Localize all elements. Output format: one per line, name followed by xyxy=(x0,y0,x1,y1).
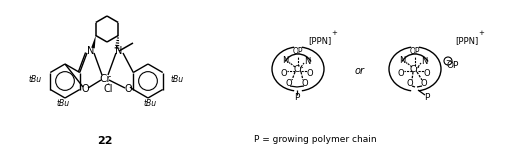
Text: O: O xyxy=(407,79,413,87)
Polygon shape xyxy=(91,35,96,48)
Text: Cr: Cr xyxy=(293,64,303,74)
Text: N: N xyxy=(304,56,310,66)
Text: tBu: tBu xyxy=(56,98,69,108)
Text: P: P xyxy=(295,93,300,103)
Text: O: O xyxy=(281,69,287,77)
Text: −: − xyxy=(445,58,451,64)
Text: N: N xyxy=(421,56,427,66)
Text: O: O xyxy=(398,69,404,77)
Text: OP: OP xyxy=(410,47,420,56)
Text: N: N xyxy=(87,46,95,56)
Text: O: O xyxy=(286,79,292,87)
Text: tBu: tBu xyxy=(171,74,184,84)
Text: P = growing polymer chain: P = growing polymer chain xyxy=(254,135,376,143)
Text: O: O xyxy=(81,84,89,94)
Text: N,: N, xyxy=(282,56,291,66)
Text: or: or xyxy=(355,66,365,76)
Text: +: + xyxy=(331,30,337,36)
Text: O: O xyxy=(124,84,132,94)
Text: tBu: tBu xyxy=(144,98,157,108)
Text: OP: OP xyxy=(293,47,304,56)
Text: Cr: Cr xyxy=(410,64,420,74)
Text: [PPN]: [PPN] xyxy=(456,37,479,45)
Text: [PPN]: [PPN] xyxy=(308,37,331,45)
Text: N,: N, xyxy=(400,56,409,66)
Text: OP: OP xyxy=(447,61,459,69)
Text: Cr: Cr xyxy=(99,74,111,84)
Text: O: O xyxy=(421,79,427,87)
Text: O: O xyxy=(307,69,313,77)
Text: 22: 22 xyxy=(97,136,113,146)
Text: P: P xyxy=(424,93,430,101)
Text: +: + xyxy=(478,30,484,36)
Text: O: O xyxy=(423,69,430,77)
Text: O: O xyxy=(302,79,308,87)
Text: tBu: tBu xyxy=(29,74,42,84)
Text: N: N xyxy=(115,46,123,56)
Text: Cl: Cl xyxy=(103,84,113,94)
